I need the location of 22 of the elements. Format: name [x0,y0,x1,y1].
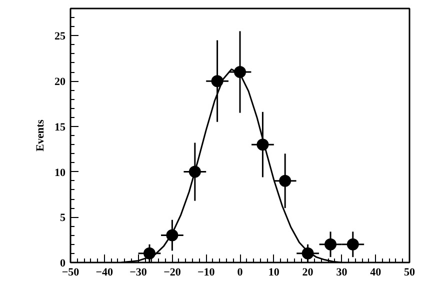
y-tick-label: 10 [54,166,66,179]
point [279,174,292,187]
y-tick-label: 5 [60,212,66,224]
x-tick-label: −20 [164,266,182,278]
x-tick-label: −10 [197,266,216,278]
y-tick-label: 15 [54,121,66,134]
y-axis-title: Events [34,118,46,152]
x-tick-label: 50 [404,266,416,278]
point [324,238,337,250]
point [346,238,359,250]
y-tick-label: 0 [60,258,66,270]
x-tick-label: 0 [237,266,244,278]
x-tick-label: 40 [370,266,382,278]
x-tick-label: −40 [96,266,114,278]
y-tick-label: 25 [54,30,66,43]
x-tick-label: −50 [62,266,80,278]
x-tick-label: 30 [336,266,348,278]
point [211,75,224,88]
y-tick-label: 20 [54,76,66,88]
x-tick-label: 20 [302,266,314,278]
x-tick-label: −30 [130,266,148,278]
x-tick-label: 10 [268,266,280,278]
